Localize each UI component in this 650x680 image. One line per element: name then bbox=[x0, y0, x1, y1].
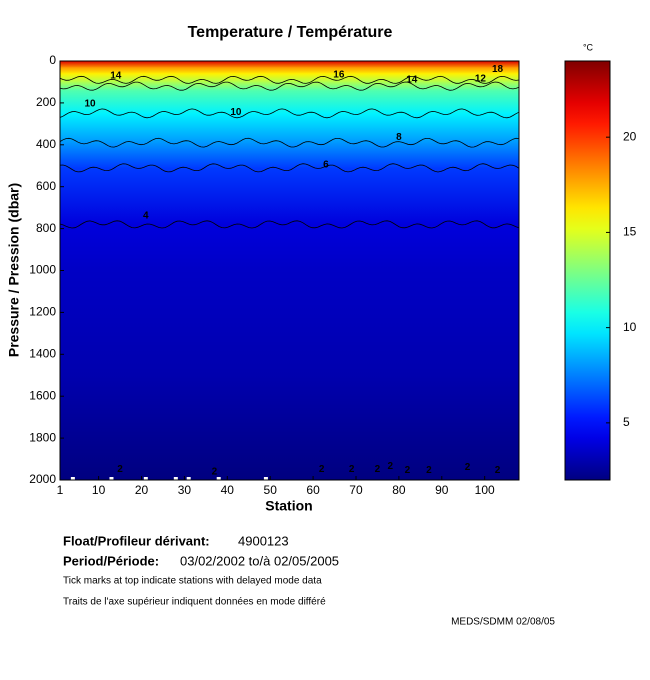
x-tick-label: 90 bbox=[435, 483, 449, 497]
y-tick-label: 1200 bbox=[29, 305, 56, 319]
x-tick-label: 60 bbox=[306, 483, 320, 497]
temperature-band bbox=[60, 142, 519, 169]
contour-label: 2 bbox=[465, 462, 471, 473]
temperature-band bbox=[60, 224, 519, 271]
x-tick-label: 100 bbox=[475, 483, 495, 497]
contour-line bbox=[59, 75, 520, 84]
delayed-mode-tick bbox=[263, 477, 268, 480]
y-tick-label: 1800 bbox=[29, 430, 56, 444]
contour-label: 18 bbox=[492, 64, 504, 75]
y-tick-label: 1600 bbox=[29, 388, 56, 402]
temperature-band bbox=[60, 90, 519, 114]
contour-label: 14 bbox=[406, 74, 418, 85]
x-tick-label: 10 bbox=[92, 483, 106, 497]
contour-line bbox=[59, 108, 520, 119]
contour-label: 10 bbox=[230, 107, 242, 118]
x-tick-label: 50 bbox=[264, 483, 278, 497]
delayed-mode-tick bbox=[143, 477, 148, 480]
contour-label: 14 bbox=[110, 70, 122, 81]
credit: MEDS/SDMM 02/08/05 bbox=[451, 617, 555, 628]
contour-label: 2 bbox=[349, 464, 355, 475]
x-tick-label: 80 bbox=[392, 483, 406, 497]
x-tick-label: 40 bbox=[221, 483, 235, 497]
temperature-band bbox=[60, 61, 519, 68]
temperature-band bbox=[60, 469, 519, 481]
contour-line bbox=[59, 137, 520, 148]
temperature-band bbox=[60, 113, 519, 144]
float-label: Float/Profileur dérivant: bbox=[63, 533, 210, 548]
contour-label: 8 bbox=[396, 132, 402, 143]
y-tick-label: 200 bbox=[36, 95, 56, 109]
float-id: 4900123 bbox=[238, 533, 289, 548]
delayed-mode-tick bbox=[173, 477, 178, 480]
colorbar-tick-label: 10 bbox=[623, 320, 637, 334]
temperature-band bbox=[60, 67, 519, 75]
colorbar-tick-label: 15 bbox=[623, 225, 637, 239]
temperature-band bbox=[60, 73, 519, 83]
contour-label: 6 bbox=[323, 159, 329, 170]
contour-label: 16 bbox=[333, 69, 345, 80]
contour-label: 2 bbox=[405, 465, 411, 476]
chart-title: Temperature / Température bbox=[188, 24, 393, 41]
y-tick-label: 0 bbox=[49, 53, 56, 67]
contour-label: 4 bbox=[143, 211, 149, 222]
contour-line bbox=[59, 220, 520, 229]
colorbar-tick-label: 20 bbox=[623, 129, 637, 143]
period: 03/02/2002 to/à 02/05/2005 bbox=[180, 553, 339, 568]
temperature-band bbox=[60, 375, 519, 471]
contour-label: 2 bbox=[426, 465, 432, 476]
contour-label: 10 bbox=[84, 99, 96, 110]
y-tick-label: 1400 bbox=[29, 346, 56, 360]
x-tick-label: 70 bbox=[349, 483, 363, 497]
y-tick-label: 800 bbox=[36, 221, 56, 235]
x-tick-label: 20 bbox=[135, 483, 149, 497]
delayed-mode-tick bbox=[70, 477, 75, 480]
delayed-mode-tick bbox=[109, 477, 114, 480]
temperature-band bbox=[60, 270, 519, 376]
x-axis-label: Station bbox=[265, 498, 312, 514]
contour-label: 2 bbox=[375, 464, 381, 475]
contour-label: 12 bbox=[475, 73, 487, 84]
y-axis-label: Pressure / Pression (dbar) bbox=[6, 183, 22, 357]
note: Tick marks at top indicate stations with… bbox=[63, 576, 322, 587]
contour-line bbox=[59, 81, 520, 91]
y-tick-label: 1000 bbox=[29, 263, 56, 277]
temperature-band bbox=[60, 167, 519, 225]
delayed-mode-tick bbox=[186, 477, 191, 480]
delayed-mode-tick bbox=[216, 477, 221, 480]
colorbar bbox=[564, 60, 611, 481]
contour-label: 2 bbox=[319, 464, 325, 475]
note: Traits de l'axe supérieur indiquent donn… bbox=[63, 597, 326, 608]
contour-label: 2 bbox=[117, 464, 123, 475]
y-tick-label: 2000 bbox=[29, 472, 56, 486]
y-tick-label: 400 bbox=[36, 137, 56, 151]
contour-label: 2 bbox=[212, 466, 218, 477]
colorbar-unit: °C bbox=[583, 42, 594, 52]
contour-label: 2 bbox=[495, 465, 501, 476]
period-label: Period/Période: bbox=[63, 553, 159, 568]
y-tick-label: 600 bbox=[36, 179, 56, 193]
x-tick-label: 30 bbox=[178, 483, 192, 497]
contour-line bbox=[59, 163, 520, 173]
colorbar-tick-label: 5 bbox=[623, 415, 630, 429]
contour-label: 2 bbox=[388, 461, 394, 472]
x-tick-label: 1 bbox=[57, 483, 64, 497]
temperature-band bbox=[60, 81, 519, 91]
